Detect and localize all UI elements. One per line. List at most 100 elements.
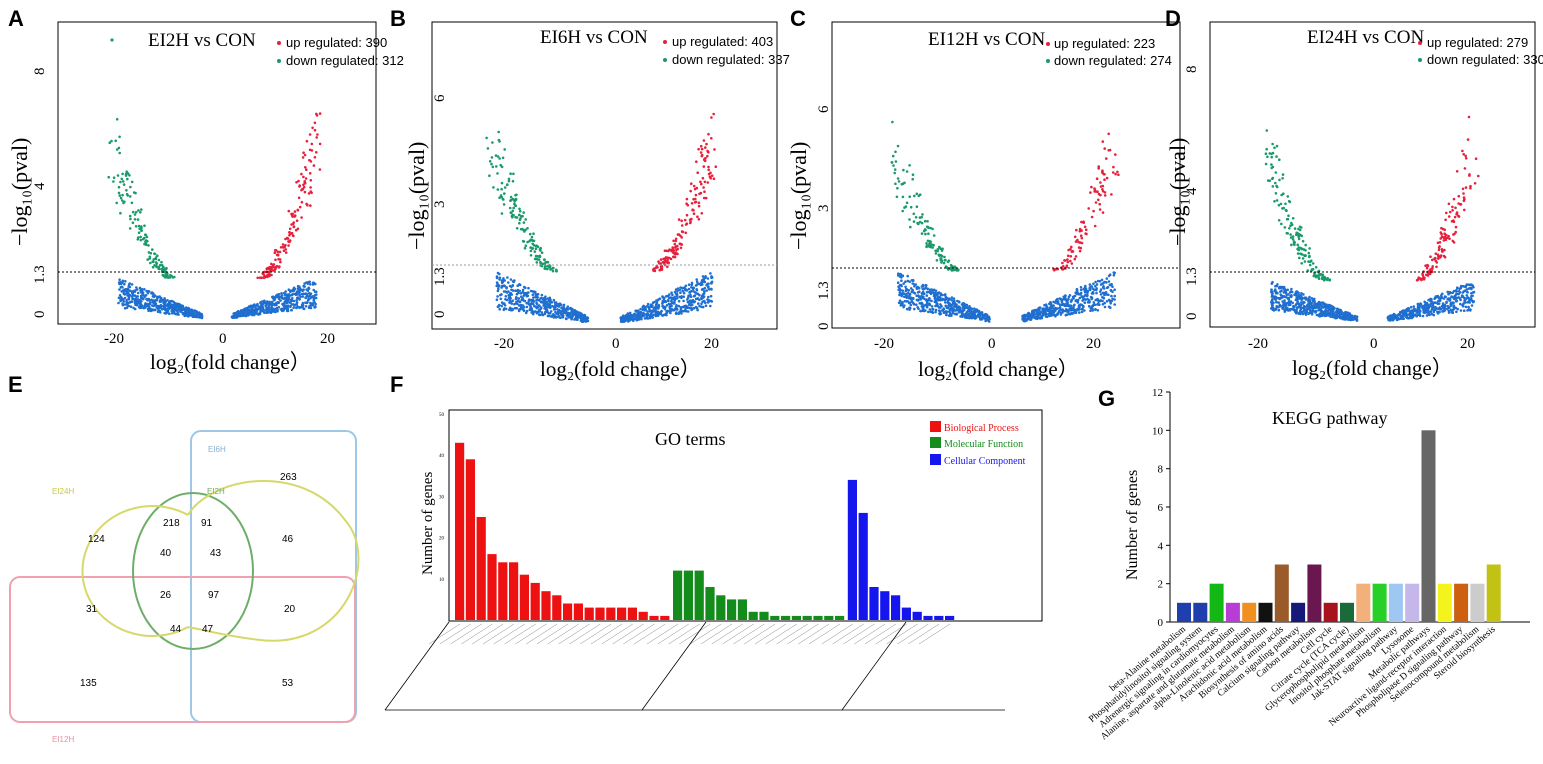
data-point <box>302 176 305 179</box>
data-point <box>943 256 946 259</box>
data-point <box>710 288 713 291</box>
data-point <box>1039 317 1042 320</box>
data-point <box>119 298 122 301</box>
data-point <box>532 294 535 297</box>
data-point <box>1308 247 1311 250</box>
data-point <box>305 177 308 180</box>
data-point <box>658 269 661 272</box>
venn-count: 20 <box>284 604 296 615</box>
data-point <box>1319 315 1322 318</box>
data-point <box>134 218 137 221</box>
data-point <box>683 292 686 295</box>
data-point <box>120 197 123 200</box>
data-point <box>1080 234 1083 237</box>
data-point <box>1043 304 1046 307</box>
data-point <box>1084 301 1087 304</box>
data-point <box>512 198 515 201</box>
data-point <box>1454 297 1457 300</box>
data-point <box>1073 304 1076 307</box>
data-point <box>634 315 637 318</box>
data-point <box>504 186 507 189</box>
data-point <box>917 299 920 302</box>
data-point <box>1289 233 1292 236</box>
data-point <box>1059 297 1062 300</box>
data-point <box>509 199 512 202</box>
data-point <box>518 222 521 225</box>
venn-count: 97 <box>208 590 220 601</box>
data-point <box>302 156 305 159</box>
data-point <box>691 300 694 303</box>
data-point <box>255 310 258 313</box>
data-point <box>1308 296 1311 299</box>
data-point <box>309 293 312 296</box>
data-point <box>1291 223 1294 226</box>
kegg-bar <box>1193 603 1207 622</box>
data-point <box>1300 295 1303 298</box>
data-point <box>1426 314 1429 317</box>
data-point <box>1407 313 1410 316</box>
category-brackets <box>385 622 1005 710</box>
data-point <box>307 295 310 298</box>
data-point <box>702 306 705 309</box>
data-point <box>132 221 135 224</box>
data-point <box>260 309 263 312</box>
data-point <box>1279 304 1282 307</box>
data-point <box>1277 309 1280 312</box>
data-point <box>1340 312 1343 315</box>
data-point <box>950 264 953 267</box>
data-point <box>1450 303 1453 306</box>
data-point <box>1334 316 1337 319</box>
data-point <box>1081 308 1084 311</box>
data-point <box>672 251 675 254</box>
data-point <box>960 311 963 314</box>
data-point <box>1266 129 1269 132</box>
data-point <box>1108 299 1111 302</box>
data-point <box>1457 296 1460 299</box>
data-point <box>647 317 650 320</box>
data-point <box>655 299 658 302</box>
data-point <box>908 281 911 284</box>
data-point <box>1094 281 1097 284</box>
data-point <box>1034 309 1037 312</box>
data-point <box>129 186 132 189</box>
data-point <box>948 310 951 313</box>
data-point <box>508 294 511 297</box>
data-point <box>966 311 969 314</box>
data-point <box>702 275 705 278</box>
data-point <box>686 222 689 225</box>
data-point <box>296 293 299 296</box>
data-point <box>1467 138 1470 141</box>
data-point <box>696 283 699 286</box>
data-point <box>1087 301 1090 304</box>
data-point <box>624 317 627 320</box>
data-point <box>316 133 319 136</box>
data-point <box>292 235 295 238</box>
data-point <box>1458 195 1461 198</box>
data-point <box>531 247 534 250</box>
data-point <box>527 287 530 290</box>
data-point <box>140 227 143 230</box>
data-point <box>114 140 117 143</box>
data-point <box>912 173 915 176</box>
data-point <box>1089 310 1092 313</box>
data-point <box>1106 177 1109 180</box>
data-point <box>1086 294 1089 297</box>
data-point <box>938 309 941 312</box>
data-point <box>913 283 916 286</box>
data-point <box>1314 303 1317 306</box>
data-point <box>1475 157 1478 160</box>
go-bar <box>869 587 878 620</box>
data-point <box>1459 203 1462 206</box>
legend-up-label: up regulated: 223 <box>1054 36 1155 51</box>
data-point <box>1412 314 1415 317</box>
data-point <box>936 250 939 253</box>
data-point <box>499 164 502 167</box>
data-point <box>967 314 970 317</box>
data-point <box>1469 309 1472 312</box>
data-point <box>700 297 703 300</box>
data-point <box>522 211 525 214</box>
go-bar <box>813 616 822 620</box>
data-point <box>299 206 302 209</box>
data-point <box>562 305 565 308</box>
